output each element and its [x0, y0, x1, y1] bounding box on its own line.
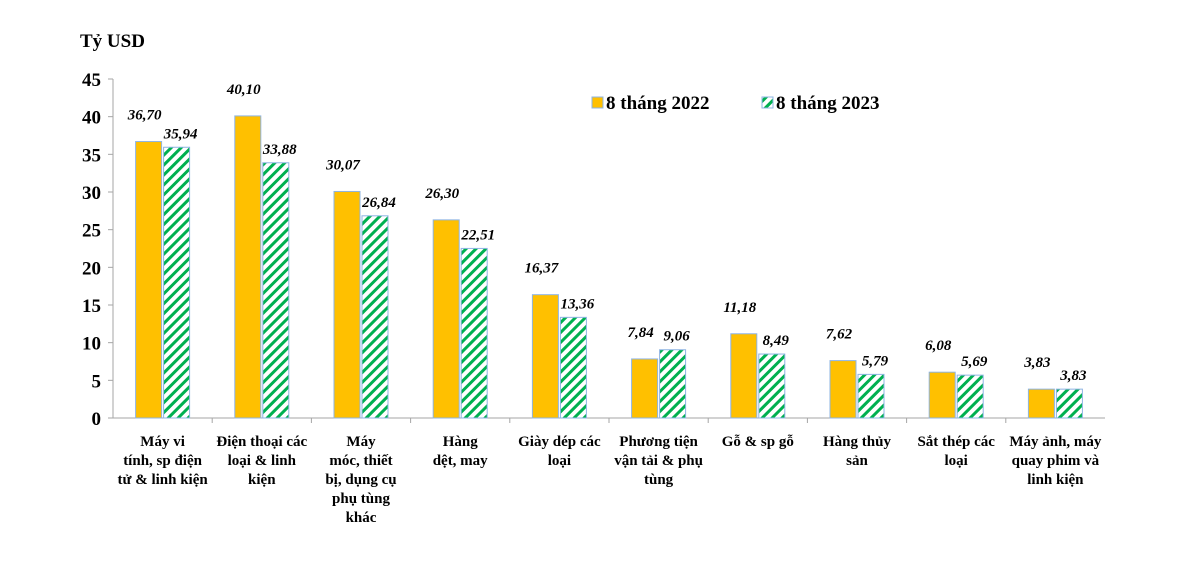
bar-2022 [432, 219, 460, 419]
x-tick-label: Máy ảnh, máy quay phim và linh kiện [1009, 434, 1102, 488]
data-label: 5,69 [961, 354, 988, 370]
data-label: 11,18 [723, 300, 756, 316]
legend-swatch [591, 96, 604, 109]
data-label: 30,07 [325, 157, 360, 173]
data-label: 9,06 [663, 329, 690, 345]
bar-2023 [262, 162, 290, 419]
data-label: 3,83 [1059, 368, 1087, 384]
y-tick-label: 45 [82, 70, 101, 91]
x-tick-label: Hàng dệt, may [433, 434, 488, 469]
bar-2023 [956, 374, 984, 419]
x-tick-label: Giày dép các loại [518, 434, 601, 469]
bar-2022 [829, 360, 857, 419]
data-label: 40,10 [226, 82, 261, 98]
x-tick-label: Máy vi tính, sp điện tử & linh kiện [117, 434, 208, 488]
bar-2022 [928, 371, 956, 419]
legend-label: 8 tháng 2022 [606, 93, 709, 114]
x-tick-label: Hàng thủy sản [823, 434, 891, 469]
y-tick-label: 35 [82, 145, 101, 166]
bar-2022 [135, 141, 163, 419]
y-tick-label: 30 [82, 183, 101, 204]
bar-2022 [531, 294, 559, 419]
data-label: 7,62 [826, 327, 853, 343]
legend-label: 8 tháng 2023 [776, 93, 879, 114]
data-label: 26,84 [361, 195, 396, 211]
y-tick-label: 40 [82, 108, 101, 129]
data-label: 13,36 [561, 296, 595, 312]
bar-2022 [631, 358, 659, 419]
y-tick-label: 10 [82, 334, 101, 355]
data-label: 5,79 [862, 353, 889, 369]
data-label: 7,84 [627, 325, 654, 341]
data-label: 3,83 [1023, 355, 1051, 371]
bar-2023 [659, 349, 687, 419]
y-tick-label: 5 [92, 371, 102, 392]
x-tick-label: Gỗ & sp gỗ [722, 434, 794, 450]
data-label: 6,08 [925, 338, 952, 354]
bar-2023 [559, 316, 587, 419]
data-label: 22,51 [460, 227, 495, 243]
bar-2023 [857, 373, 885, 419]
bar-2023 [1055, 388, 1083, 419]
bar-2022 [333, 190, 361, 419]
data-label: 26,30 [424, 186, 459, 202]
data-label: 33,88 [262, 142, 297, 158]
y-tick-label: 25 [82, 221, 101, 242]
x-tick-label: Phương tiện vận tải & phụ tùng [614, 434, 703, 488]
x-tick-label: Sắt thép các loại [917, 434, 995, 469]
bar-2023 [758, 353, 786, 419]
y-axis-label: Tỷ USD [80, 31, 145, 52]
bar-2023 [163, 146, 191, 419]
legend-swatch [761, 96, 774, 109]
x-tick-label: Máy móc, thiết bị, dụng cụ phụ tùng khác [325, 434, 396, 526]
data-label: 16,37 [525, 261, 559, 277]
data-label: 35,94 [163, 126, 198, 142]
y-tick-label: 15 [82, 296, 101, 317]
y-tick-label: 0 [92, 409, 102, 430]
data-label: 36,70 [127, 108, 162, 124]
bar-2023 [460, 247, 488, 419]
bar-2022 [1027, 388, 1055, 419]
bar-2022 [234, 115, 262, 419]
bar-2023 [361, 215, 389, 419]
y-tick-label: 20 [82, 258, 101, 279]
data-label: 8,49 [763, 333, 790, 349]
x-tick-label: Điện thoại các loại & linh kiện [216, 434, 307, 488]
bar-2022 [730, 333, 758, 419]
